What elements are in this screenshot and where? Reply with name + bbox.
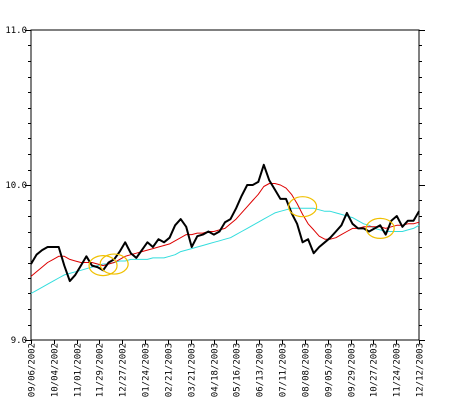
x-tick-label: 05/16/2003 [233, 343, 243, 397]
highlight-circle [99, 253, 129, 275]
x-axis: 09/06/2002 10/04/2002 11/01/2002 11/29/2002… [28, 340, 426, 397]
x-tick-label: 10/04/2002 [51, 343, 61, 397]
y-axis: 9.0 10.0 11.0 [5, 26, 425, 346]
x-tick-label: 04/18/2003 [211, 343, 221, 397]
x-tick-label: 01/24/2003 [142, 343, 152, 397]
x-tick-label: 06/13/2003 [256, 343, 266, 397]
x-tick-label: 02/21/2003 [165, 343, 175, 397]
x-tick-label: 12/12/2003 [416, 343, 426, 397]
highlight-circle [288, 196, 318, 218]
highlight-layer [88, 196, 395, 277]
x-tick-label: 07/11/2003 [279, 343, 289, 397]
x-tick-label: 11/24/2003 [393, 343, 403, 397]
y-tick-label: 9.0 [11, 336, 27, 346]
highlight-circle [365, 217, 395, 239]
y-tick-label: 10.0 [5, 181, 27, 191]
x-tick-label: 10/27/2003 [370, 343, 380, 397]
highlight-circle [88, 255, 118, 277]
series-layer [30, 163, 420, 294]
x-tick-label: 09/29/2003 [348, 343, 358, 397]
x-tick-label: 09/05/2003 [325, 343, 335, 397]
x-tick-label: 11/01/2002 [74, 343, 84, 397]
series-line-2 [30, 183, 420, 277]
x-tick-label: 03/21/2003 [188, 343, 198, 397]
x-tick-label: 09/06/2002 [28, 343, 38, 397]
series-line-1 [30, 163, 420, 283]
x-tick-label: 08/08/2003 [302, 343, 312, 397]
y-tick-label: 11.0 [5, 26, 27, 36]
x-tick-label: 12/27/2002 [119, 343, 129, 397]
x-tick-label: 11/29/2002 [96, 343, 106, 397]
